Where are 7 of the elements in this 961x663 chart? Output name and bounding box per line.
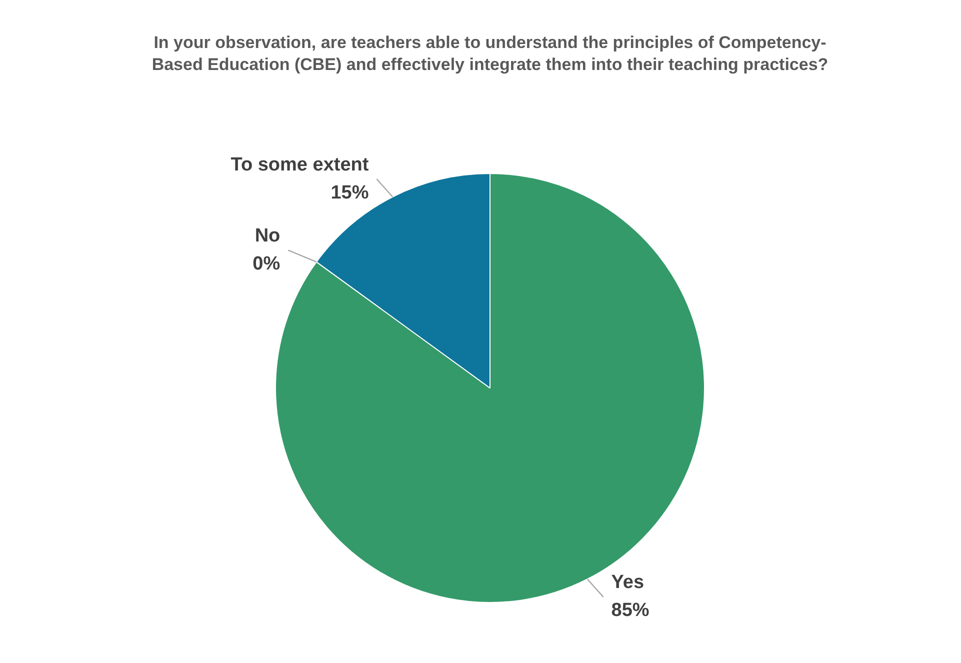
category-label: No — [254, 225, 280, 246]
chart-title: In your observation, are teachers able to understand the principles of Competency-Based Education (CBE) and effectively integrate them into their teaching practices? — [150, 32, 830, 76]
slice-label: To some extent — [230, 154, 370, 176]
text: 0% — [252, 253, 280, 274]
data-label: 85% — [611, 600, 650, 622]
slice-label: Yes — [611, 572, 644, 594]
data-label: 15% — [330, 182, 369, 204]
